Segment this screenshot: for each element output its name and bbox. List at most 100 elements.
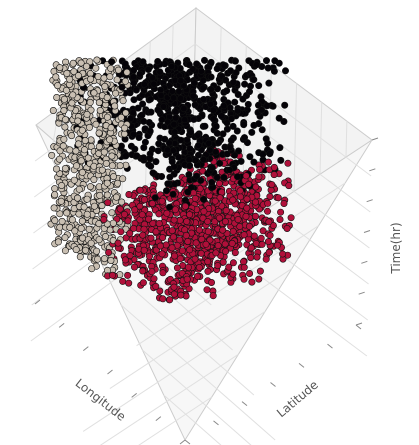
scatter-point (139, 58, 147, 66)
x-tick (155, 416, 162, 422)
scatter-point (264, 64, 272, 72)
scatter-point (268, 181, 276, 189)
scatter-point (211, 218, 219, 226)
scatter-point (163, 187, 171, 195)
scatter-point (86, 98, 94, 106)
scatter-point (66, 75, 74, 83)
scatter-point (263, 102, 271, 110)
scatter-point (225, 263, 233, 271)
scatter-point (159, 295, 167, 303)
scatter-point (247, 244, 255, 252)
y-tick (213, 420, 219, 426)
scatter-point (273, 241, 281, 249)
scatter-point (202, 240, 210, 248)
scatter-point (234, 173, 242, 181)
z-tick (361, 260, 368, 264)
scatter-point (86, 123, 94, 131)
scatter-point (49, 107, 57, 115)
scatter-point (155, 210, 163, 218)
scatter-point (177, 291, 185, 299)
scatter-point (173, 264, 181, 272)
scatter-point (122, 152, 130, 160)
scatter-point (170, 290, 178, 298)
scatter-point (168, 227, 176, 235)
scatter-point (191, 156, 199, 164)
scatter-point (160, 103, 168, 111)
scatter-point (135, 134, 143, 142)
scatter-point (214, 262, 222, 270)
scatter-point (234, 91, 242, 99)
scatter-point (237, 157, 245, 165)
scatter-point (213, 65, 221, 73)
scatter-point (101, 255, 109, 263)
scatter-point (209, 115, 217, 123)
scatter-point (140, 117, 148, 125)
scatter-point (255, 120, 263, 128)
scatter-point (194, 142, 202, 150)
scatter-point (74, 117, 82, 125)
scatter-point (177, 94, 185, 102)
scatter-point (144, 66, 152, 74)
scatter-point (78, 168, 86, 176)
scatter-point (77, 157, 85, 165)
scatter-point (246, 222, 254, 230)
scatter-point (58, 217, 66, 225)
scatter-point (159, 234, 167, 242)
y-axis-label: Latitude (274, 378, 321, 420)
scatter-point (165, 139, 173, 147)
scatter-point (121, 124, 129, 132)
scatter-point (56, 147, 64, 155)
scatter-point (199, 84, 207, 92)
scatter-point (186, 246, 194, 254)
scatter-point (259, 150, 267, 158)
scatter-point (107, 64, 115, 72)
scatter-point (141, 138, 149, 146)
scatter-point (197, 249, 205, 257)
scatter-point (189, 65, 197, 73)
scatter-point (125, 279, 133, 287)
scatter-point (79, 234, 87, 242)
scatter-point (276, 144, 284, 152)
scatter-point (229, 122, 237, 130)
scatter-point (124, 271, 132, 279)
scatter-point (168, 244, 176, 252)
scatter-point (110, 173, 118, 181)
scatter-point (266, 231, 274, 239)
scatter-point (132, 86, 140, 94)
scatter-point (263, 207, 271, 215)
scatter-point (96, 107, 104, 115)
z-axis-label: Time(hr) (389, 222, 403, 274)
scatter-point (147, 162, 155, 170)
scatter-point (149, 74, 157, 82)
scatter-point (95, 129, 103, 137)
scatter-point (180, 105, 188, 113)
scatter-point (242, 212, 250, 220)
scatter-point (252, 198, 260, 206)
grid-line (82, 311, 266, 432)
scatter-point (279, 250, 287, 258)
scatter-point (156, 68, 164, 76)
scatter-point (83, 210, 91, 218)
scatter-point (177, 136, 185, 144)
scatter-point (87, 106, 95, 114)
scatter-point (262, 135, 270, 143)
scatter-point (98, 166, 106, 174)
scatter-point (200, 156, 208, 164)
scatter-point (256, 267, 264, 275)
scatter-point (146, 127, 154, 135)
scatter-point (140, 154, 148, 162)
scatter-point (190, 79, 198, 87)
grid-line (163, 394, 222, 445)
scatter-point (94, 255, 102, 263)
scatter-point (274, 194, 282, 202)
scatter-point (208, 164, 216, 172)
scatter-point (111, 102, 119, 110)
scatter-point (213, 174, 221, 182)
scatter-point (227, 137, 235, 145)
scatter-point (87, 239, 95, 247)
scatter-points (47, 56, 295, 304)
scatter-point (54, 238, 62, 246)
scatter-point (106, 136, 114, 144)
scatter-point (107, 256, 115, 264)
scatter-point (211, 197, 219, 205)
